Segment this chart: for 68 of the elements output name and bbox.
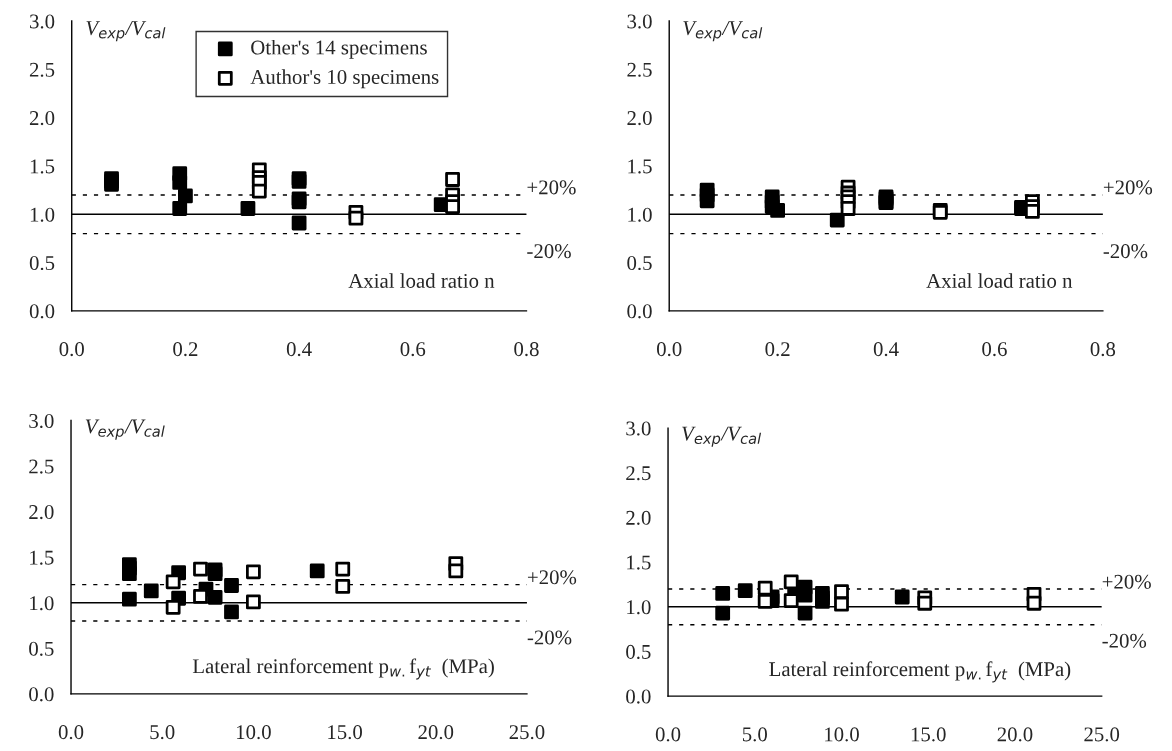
y-tick-label: 1.0 bbox=[30, 596, 54, 611]
x-tick-label: 0.0 bbox=[59, 342, 84, 357]
y-tick-label: 2.0 bbox=[626, 510, 651, 525]
x-tick-label: 25.0 bbox=[509, 725, 545, 740]
x-axis-title: Axial load ratio n bbox=[926, 273, 1073, 288]
y-tick-label: 0.5 bbox=[626, 644, 651, 660]
y-tick-label: 0.0 bbox=[29, 687, 54, 702]
x-tick-label: 20.0 bbox=[997, 727, 1033, 742]
y-tick-label: 0.5 bbox=[627, 255, 652, 271]
x-tick-label: 0.8 bbox=[514, 342, 539, 357]
x-axis-title: Lateral reinforcement p$_{w.}$f$_{yt}$ (MPa) bbox=[769, 661, 1071, 683]
text: +20% bbox=[527, 570, 577, 585]
text: +20% bbox=[527, 180, 576, 195]
y-tick-label: 1.5 bbox=[628, 159, 652, 174]
y-tick-label: 0.0 bbox=[627, 304, 652, 319]
x-tick-label: 0.4 bbox=[873, 342, 899, 357]
x-tick-label: 0.6 bbox=[982, 342, 1007, 357]
y-tick-label: 2.0 bbox=[29, 505, 54, 520]
x-tick-label: 0.6 bbox=[400, 342, 426, 357]
y-tick-label: 0.5 bbox=[29, 255, 55, 271]
y-tick-label: 3.0 bbox=[627, 14, 652, 29]
legend-label: Other's 14 specimens bbox=[251, 39, 427, 59]
y-tick-label: 2.5 bbox=[29, 459, 54, 474]
x-tick-label: 10.0 bbox=[236, 725, 271, 740]
x-tick-label: 0.0 bbox=[58, 725, 84, 740]
x-axis-title: Lateral reinforcement p$_{w.}$f$_{yt}$ (MPa) bbox=[192, 658, 494, 680]
text: -20% bbox=[1103, 244, 1148, 259]
x-tick-label: 0.8 bbox=[1090, 342, 1116, 357]
y-tick-label: 2.5 bbox=[627, 62, 652, 77]
y-tick-label: 0.5 bbox=[29, 641, 54, 656]
x-tick-label: 15.0 bbox=[328, 725, 362, 740]
y-tick-label: 1.0 bbox=[627, 600, 651, 615]
x-tick-label: 0.2 bbox=[765, 342, 790, 357]
y-tick-label: 2.0 bbox=[29, 111, 55, 126]
text: +20% bbox=[1103, 180, 1153, 195]
y-tick-label: 0.0 bbox=[29, 304, 55, 319]
y-axis-title: V$_{exp}$/V$_{cal}$ bbox=[682, 426, 762, 447]
y-tick-label: 1.5 bbox=[30, 159, 55, 174]
y-tick-label: 0.0 bbox=[626, 689, 651, 704]
x-tick-label: 25.0 bbox=[1084, 727, 1120, 742]
x-axis-title: Axial load ratio n bbox=[348, 273, 495, 288]
x-tick-label: 0.2 bbox=[173, 342, 198, 357]
y-tick-label: 1.0 bbox=[30, 207, 55, 222]
y-tick-label: 3.0 bbox=[626, 421, 651, 436]
x-tick-label: 0.4 bbox=[286, 342, 312, 357]
y-tick-label: 3.0 bbox=[30, 14, 55, 29]
text: +20% bbox=[1102, 574, 1151, 589]
text: -20% bbox=[527, 630, 572, 645]
y-axis-title: V$_{exp}$/V$_{cal}$ bbox=[683, 21, 763, 42]
x-tick-label: 20.0 bbox=[418, 725, 454, 740]
y-tick-label: 2.5 bbox=[626, 466, 651, 481]
y-tick-label: 3.0 bbox=[29, 413, 54, 429]
x-tick-label: 0.0 bbox=[655, 727, 681, 742]
y-axis-title: V$_{exp}$/V$_{cal}$ bbox=[86, 21, 166, 42]
y-tick-label: 2.0 bbox=[627, 111, 652, 126]
x-tick-label: 15.0 bbox=[911, 727, 946, 742]
x-tick-label: 10.0 bbox=[825, 727, 859, 742]
text: -20% bbox=[527, 244, 571, 259]
y-axis-title: V$_{exp}$/V$_{cal}$ bbox=[85, 419, 165, 440]
x-tick-label: 5.0 bbox=[150, 725, 175, 740]
x-tick-label: 5.0 bbox=[742, 727, 767, 742]
y-tick-label: 2.5 bbox=[29, 62, 55, 77]
y-tick-label: 1.5 bbox=[30, 550, 54, 565]
text: -20% bbox=[1102, 633, 1147, 648]
y-tick-label: 1.5 bbox=[627, 555, 651, 570]
x-tick-label: 0.0 bbox=[656, 342, 682, 357]
y-tick-label: 1.0 bbox=[628, 207, 652, 222]
legend-label: Author's 10 specimens bbox=[250, 69, 439, 89]
